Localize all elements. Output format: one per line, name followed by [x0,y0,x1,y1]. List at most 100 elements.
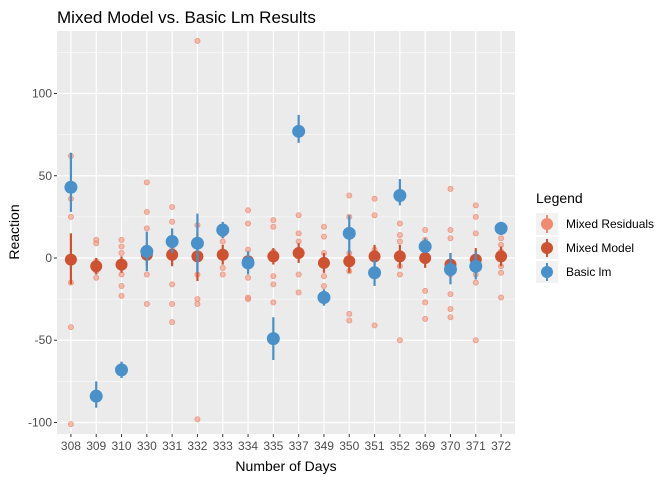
mixed-model-point [267,250,280,263]
residual-point [143,208,150,215]
residual-point [118,243,125,250]
residual-point [346,310,353,317]
residual-point [396,238,403,245]
basic-lm-point [342,226,356,240]
residual-point [447,185,454,192]
x-axis-title: Number of Days [235,458,336,474]
x-tick-label: 369 [415,439,435,453]
mixed-model-point [495,250,508,263]
legend-label: Basic lm [566,265,611,279]
residual-point [472,202,479,209]
residual-point [270,217,277,224]
residual-point [498,269,505,276]
residual-point [447,227,454,234]
y-tick-label: 50 [39,169,53,183]
y-tick-label: -50 [35,333,53,347]
residual-point [346,317,353,324]
residual-point [371,322,378,329]
legend: Legend Mixed Residuals Mixed Model Basic l… [536,190,654,283]
residual-point [118,250,125,257]
x-tick-label: 308 [61,439,81,453]
residual-point [498,294,505,301]
residual-point [447,314,454,321]
residual-point [270,299,277,306]
x-tick-label: 372 [491,439,511,453]
residual-point [67,324,74,331]
mixed-model-point [343,255,356,268]
y-tick-label: 100 [32,87,52,101]
mixed-model-point [368,250,381,263]
y-tick-label: -100 [28,415,52,429]
residual-point [245,296,252,303]
residual-point [422,227,429,234]
residual-point [270,223,277,230]
residual-point [422,299,429,306]
x-tick-label: 309 [86,439,106,453]
plot-panel [57,31,515,434]
residual-point [118,292,125,299]
residual-point [67,213,74,220]
basic-lm-layer [64,114,508,408]
residual-point [67,421,74,428]
x-tick-label: 371 [466,439,486,453]
mixed-model-point [166,248,179,261]
residual-point [396,231,403,238]
x-tick-label: 335 [263,439,283,453]
residual-point [118,282,125,289]
basic-lm-point [418,239,432,253]
y-tick-label: 0 [45,251,52,265]
basic-lm-point [64,180,78,194]
mixed-model-point [216,248,229,261]
residual-point [498,235,505,242]
residual-point [93,274,100,281]
x-tick-label: 310 [112,439,132,453]
basic-lm-point [140,244,154,258]
residual-point [447,291,454,298]
basic-lm-point [494,221,508,235]
basic-lm-point [292,124,306,138]
residual-point [447,235,454,242]
x-tick-label: 331 [162,439,182,453]
basic-lm-point [165,235,179,249]
residual-point [396,337,403,344]
residual-point [346,192,353,199]
residual-point [320,223,327,230]
residual-point [295,271,302,278]
residual-point [245,207,252,214]
mixed-model-point [317,256,330,269]
x-tick-label: 334 [238,439,258,453]
residual-point [219,264,226,271]
legend-label: Mixed Model [566,241,634,255]
residual-point [371,195,378,202]
residual-point [371,212,378,219]
legend-key-point [541,242,553,254]
residual-point [169,204,176,211]
residual-point [472,230,479,237]
x-tick-label: 352 [390,439,410,453]
residual-point [219,271,226,278]
x-tick-label: 370 [440,439,460,453]
chart-title: Mixed Model vs. Basic Lm Results [57,8,316,27]
x-axis: 308 309 310 330 331 332 333 334 335 337 349 350 351 3… [61,434,511,453]
mixed-model-point [419,251,432,264]
basic-lm-point [190,236,204,250]
legend-title: Legend [536,190,583,206]
basic-lm-point [216,223,230,237]
residual-point [245,220,252,227]
x-tick-label: 350 [339,439,359,453]
mixed-model-point [90,260,103,273]
residual-point [245,274,252,281]
legend-key-point [541,266,553,278]
legend-key-point [541,218,553,230]
residual-point [295,289,302,296]
basic-lm-point [241,256,255,270]
x-tick-label: 351 [365,439,385,453]
residual-point [194,296,201,303]
residual-point [270,281,277,288]
mixed-model-point [393,250,406,263]
residual-point [472,279,479,286]
mixed-model-point [64,253,77,266]
x-tick-label: 330 [137,439,157,453]
residual-point [320,282,327,289]
